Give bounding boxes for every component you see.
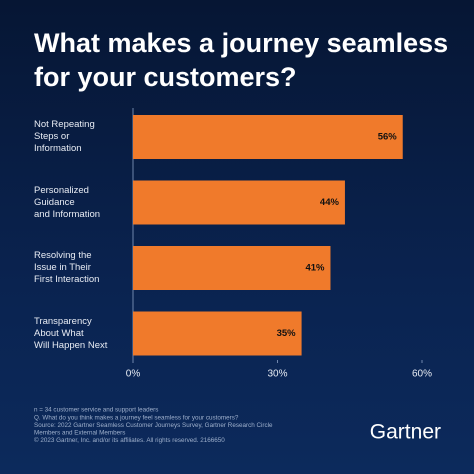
footnote: © 2023 Gartner, Inc. and/or its affiliat… [34,436,225,444]
footnote: Source: 2022 Gartner Seamless Customer J… [34,422,273,429]
footnote: n = 34 customer service and support lead… [34,407,158,414]
category-label: Transparency About What Will Happen Next [34,315,108,351]
value-label: 35% [277,328,297,339]
footnote: Members and External Members [34,429,125,436]
bar [133,180,345,225]
x-tick-label: 0% [126,369,141,380]
bar [133,246,331,290]
value-label: 56% [378,132,398,143]
footnote: Q. What do you think makes a journey fee… [34,414,239,421]
chart-title: What makes a journey seamless for your c… [34,28,449,92]
x-tick-label: 30% [267,369,287,380]
x-tick-label: 60% [412,369,432,380]
brand-logo: Gartner [370,421,441,444]
value-label: 41% [305,263,325,274]
bar [133,311,302,356]
category-label: Not Repeating Steps or Information [34,119,95,154]
category-label: Personalized Guidance and Information [34,184,101,220]
category-label: Resolving the Issue in Their First Inter… [34,250,100,285]
bar [133,115,403,159]
value-label: 44% [320,197,340,208]
